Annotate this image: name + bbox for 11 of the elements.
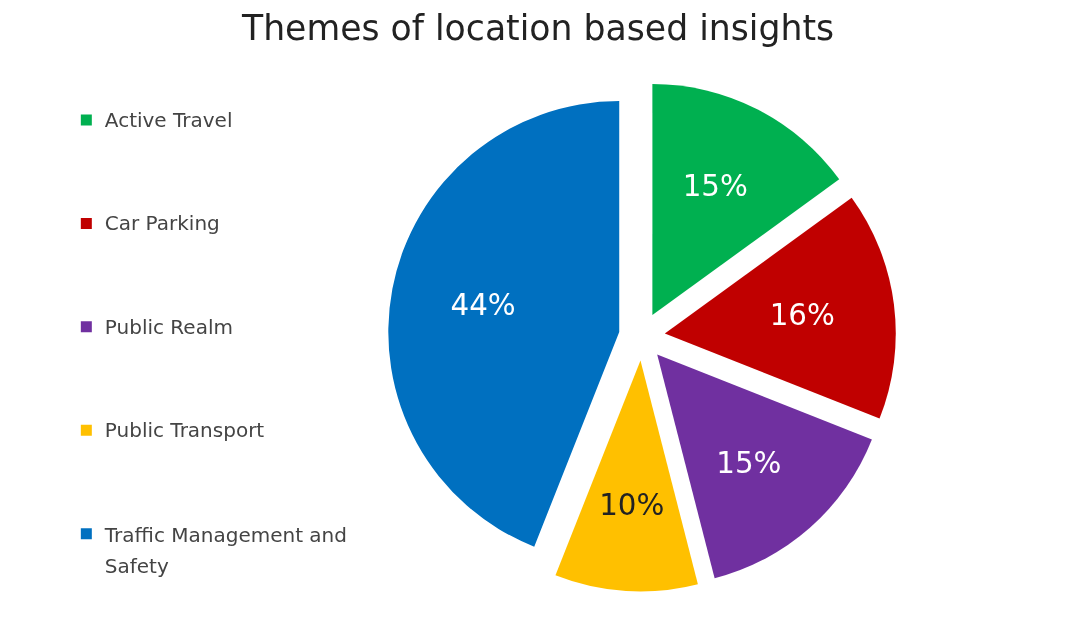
data-label: 44% <box>450 287 516 322</box>
legend-label: Car Parking <box>104 211 220 236</box>
data-label: 15% <box>682 169 748 204</box>
legend-label: Active Travel <box>104 107 233 132</box>
chart-title: Themes of location based insights <box>240 7 835 48</box>
data-label: 15% <box>716 445 782 480</box>
data-label: 16% <box>769 298 835 333</box>
data-label: 10% <box>599 487 665 522</box>
legend-label: Public Realm <box>104 314 233 339</box>
legend-label: Public Transport <box>104 418 265 443</box>
legend-label: Traffic Management and Safety <box>103 522 347 579</box>
